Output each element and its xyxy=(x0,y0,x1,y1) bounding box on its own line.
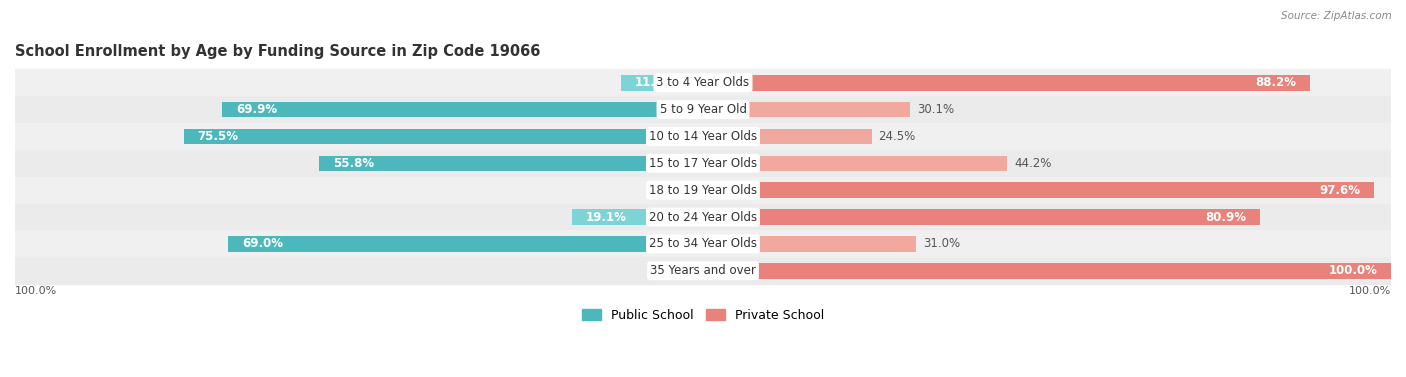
Text: 88.2%: 88.2% xyxy=(1256,76,1296,89)
Text: 0.0%: 0.0% xyxy=(666,264,696,277)
Bar xyxy=(15,230,1391,257)
Text: 5 to 9 Year Old: 5 to 9 Year Old xyxy=(659,103,747,116)
Text: 2.4%: 2.4% xyxy=(650,184,679,197)
Text: 69.0%: 69.0% xyxy=(242,238,283,250)
Text: 100.0%: 100.0% xyxy=(15,285,58,296)
Bar xyxy=(703,236,917,252)
Text: 35 Years and over: 35 Years and over xyxy=(650,264,756,277)
Bar xyxy=(15,69,1391,96)
Text: 25 to 34 Year Olds: 25 to 34 Year Olds xyxy=(650,238,756,250)
Legend: Public School, Private School: Public School, Private School xyxy=(576,304,830,327)
Text: School Enrollment by Age by Funding Source in Zip Code 19066: School Enrollment by Age by Funding Sour… xyxy=(15,44,540,59)
Bar xyxy=(572,209,703,225)
Text: 19.1%: 19.1% xyxy=(585,210,626,224)
Bar xyxy=(319,156,703,171)
Text: 55.8%: 55.8% xyxy=(333,157,374,170)
Bar xyxy=(228,236,703,252)
Text: 80.9%: 80.9% xyxy=(1205,210,1246,224)
Bar xyxy=(15,257,1391,284)
Bar xyxy=(703,156,1007,171)
Text: 3 to 4 Year Olds: 3 to 4 Year Olds xyxy=(657,76,749,89)
Text: 24.5%: 24.5% xyxy=(879,130,915,143)
Text: 44.2%: 44.2% xyxy=(1014,157,1052,170)
Bar xyxy=(703,182,1375,198)
Text: 30.1%: 30.1% xyxy=(917,103,955,116)
Bar xyxy=(703,263,1391,279)
Text: 20 to 24 Year Olds: 20 to 24 Year Olds xyxy=(650,210,756,224)
Text: 15 to 17 Year Olds: 15 to 17 Year Olds xyxy=(650,157,756,170)
Text: Source: ZipAtlas.com: Source: ZipAtlas.com xyxy=(1281,11,1392,21)
Bar xyxy=(15,150,1391,177)
Bar xyxy=(703,129,872,144)
Bar xyxy=(621,75,703,90)
Text: 31.0%: 31.0% xyxy=(924,238,960,250)
Bar xyxy=(686,182,703,198)
Text: 97.6%: 97.6% xyxy=(1320,184,1361,197)
Bar xyxy=(15,177,1391,204)
Bar xyxy=(184,129,703,144)
Bar xyxy=(15,123,1391,150)
Text: 100.0%: 100.0% xyxy=(1348,285,1391,296)
Bar xyxy=(703,75,1310,90)
Bar xyxy=(15,204,1391,230)
Text: 69.9%: 69.9% xyxy=(236,103,277,116)
Bar xyxy=(222,102,703,117)
Bar xyxy=(703,209,1260,225)
Text: 18 to 19 Year Olds: 18 to 19 Year Olds xyxy=(650,184,756,197)
Text: 100.0%: 100.0% xyxy=(1329,264,1378,277)
Text: 11.9%: 11.9% xyxy=(636,76,676,89)
Text: 10 to 14 Year Olds: 10 to 14 Year Olds xyxy=(650,130,756,143)
Text: 75.5%: 75.5% xyxy=(197,130,239,143)
Bar xyxy=(15,96,1391,123)
Bar xyxy=(703,102,910,117)
